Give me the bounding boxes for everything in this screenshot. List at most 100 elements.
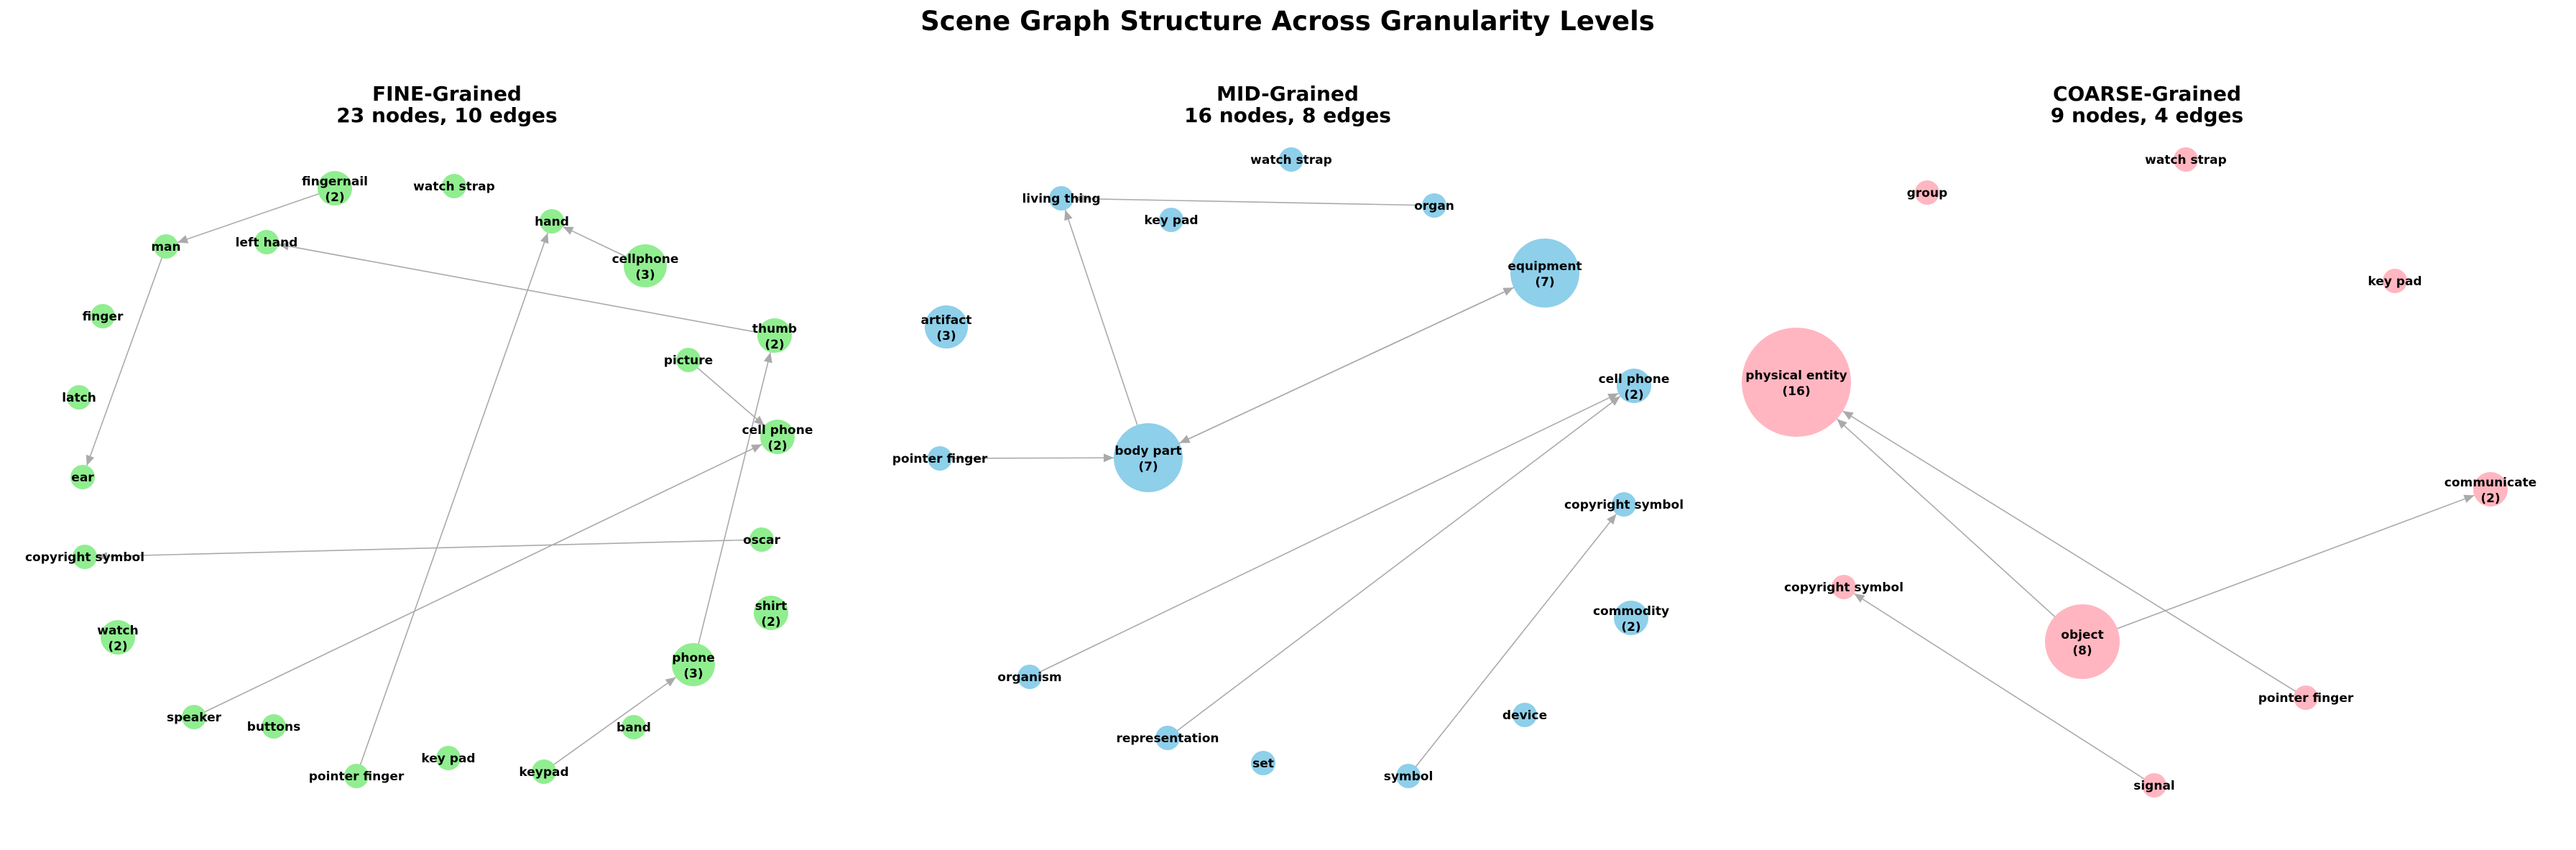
edge-fingernail-to-man [177, 188, 336, 244]
edge-representation-to-cell_phone [1167, 395, 1621, 739]
edge-signal-to-copyright_symbol [1853, 593, 2155, 786]
node-label: physical entity [1745, 369, 1847, 383]
node-pointer-finger: pointer finger [2258, 685, 2354, 710]
node-representation: representation [1116, 726, 1219, 750]
node-circle [1513, 703, 1537, 727]
node-group: group [1907, 180, 1948, 205]
node-label: object [2061, 628, 2103, 642]
node-circle [67, 385, 91, 410]
node-label: signal [2133, 779, 2175, 793]
node-count: (2) [108, 639, 127, 654]
node-label: pointer finger [892, 452, 988, 466]
node-phone: phone (3) [672, 643, 715, 686]
edge-pointer_finger-to-physical_entity [1842, 410, 2307, 698]
edge-oscar-to-copyright_symbol [96, 539, 762, 558]
node-circle [749, 527, 774, 552]
node-label: watch [97, 624, 138, 638]
node-copyright-symbol: copyright symbol [1784, 575, 1903, 599]
node-label: group [1907, 186, 1948, 200]
arrowhead-cellphone-to-hand [563, 226, 574, 235]
node-label: phone [672, 651, 715, 665]
node-label: pointer finger [309, 770, 405, 784]
node-pointer-finger: pointer finger [309, 764, 405, 788]
node-label: key pad [421, 752, 475, 766]
panel-fine: FINE-Grained 23 nodes, 10 edges fingerna… [25, 82, 813, 788]
node-fingernail: fingernail(2) [302, 171, 368, 205]
node-label: device [1502, 708, 1547, 723]
node-label: shirt [755, 599, 788, 614]
node-circle [1915, 180, 1939, 205]
node-key-pad: key pad [1144, 208, 1199, 232]
arrowhead-pointer_finger-to-hand [540, 233, 549, 244]
arrowhead-man-to-ear [86, 454, 95, 466]
node-artifact: artifact(3) [921, 305, 971, 348]
node-count: (2) [1624, 388, 1643, 402]
arrowhead-oscar-to-copyright_symbol [96, 552, 108, 561]
edge-object-to-physical_entity [1836, 418, 2083, 642]
node-circle [2174, 147, 2198, 172]
edge-picture-to-cell_phone [688, 359, 765, 426]
node-ear: ear [70, 465, 95, 489]
node-thumb: thumb (2) [752, 318, 797, 353]
node-label: pointer finger [2258, 691, 2354, 706]
node-watch-strap: watch strap [413, 174, 495, 198]
node-equipment: equipment(7) [1508, 239, 1582, 308]
arrowhead-speaker-to-cell_phone [751, 444, 762, 453]
node-label: watch strap [1250, 153, 1332, 167]
node-man: man [151, 234, 181, 259]
edge-organ-to-living_thing [1073, 198, 1435, 206]
node-count: (16) [1782, 384, 1810, 399]
node-circle [1251, 751, 1275, 775]
edge-object-to-communicate [2082, 494, 2475, 642]
node-count: (7) [1138, 460, 1158, 474]
node-label: copyright symbol [1784, 581, 1903, 595]
node-circle [154, 234, 178, 259]
node-circle [1614, 601, 1648, 635]
node-circle [91, 304, 115, 328]
node-label: living thing [1022, 192, 1100, 206]
arrowhead-pointer_finger-to-body_part [1103, 453, 1114, 463]
node-circle [1017, 665, 1042, 689]
node-circle [754, 596, 788, 630]
node-circle [254, 230, 279, 254]
node-label: speaker [167, 711, 222, 725]
node-circle [318, 171, 352, 205]
panel-subtitle-mid: 16 nodes, 8 edges [1184, 103, 1391, 127]
panel-subtitle-coarse: 9 nodes, 4 edges [2051, 103, 2243, 127]
node-oscar: oscar [743, 527, 780, 552]
node-count: (8) [2072, 644, 2092, 658]
arrowhead-symbol-to-copyright_symbol [1607, 514, 1617, 525]
node-label: body part [1114, 444, 1181, 458]
node-label: keypad [519, 765, 568, 780]
node-signal: signal [2133, 773, 2175, 798]
node-label: man [151, 240, 180, 254]
node-circle [1617, 369, 1651, 403]
panel-title-fine: FINE-Grained [372, 82, 522, 106]
node-count: (2) [2480, 491, 2500, 506]
node-circle [1155, 726, 1180, 750]
edge-pointer_finger-to-hand [356, 232, 549, 777]
node-circle [2045, 604, 2120, 679]
node-circle [532, 759, 556, 784]
node-label: copyright symbol [1564, 498, 1684, 512]
node-circle [925, 305, 968, 348]
node-cellphone: cellphone(3) [612, 244, 678, 287]
node-copyright-symbol: copyright symbol [1564, 492, 1684, 517]
node-label: symbol [1384, 770, 1434, 784]
node-circle [1114, 423, 1183, 492]
node-count: (3) [683, 667, 703, 681]
node-commodity: commodity(2) [1593, 601, 1669, 635]
node-label: finger [83, 310, 124, 324]
node-cell-phone: cell phone(2) [1599, 369, 1669, 403]
node-label: set [1252, 757, 1274, 771]
node-circle [2383, 269, 2407, 293]
node-circle [540, 209, 564, 234]
node-copyright-symbol: copyright symbol [25, 545, 144, 569]
panel-title-mid: MID-Grained [1217, 82, 1359, 106]
edge-symbol-to-copyright_symbol [1408, 513, 1617, 777]
node-count: (2) [325, 190, 344, 205]
node-speaker: speaker [167, 705, 222, 729]
node-label: key pad [2368, 274, 2422, 289]
node-label: organism [997, 670, 1061, 685]
